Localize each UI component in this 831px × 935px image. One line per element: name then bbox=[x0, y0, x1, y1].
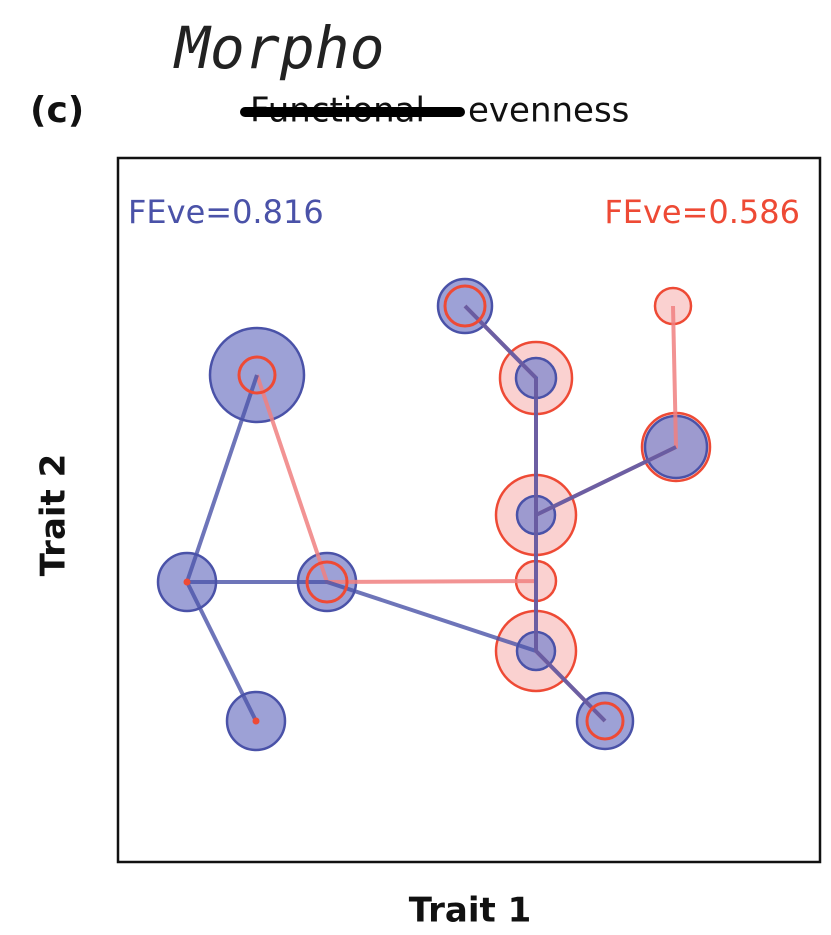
red-index: FEve=0.586 bbox=[604, 193, 800, 231]
title: evenness bbox=[468, 91, 629, 131]
red-tree bbox=[255, 304, 679, 723]
plot-frame bbox=[116, 156, 822, 864]
circles bbox=[156, 277, 712, 752]
blue-index: FEve=0.816 bbox=[128, 193, 324, 231]
handwritten-note: Morpho bbox=[173, 14, 385, 82]
panel-label: (c) bbox=[30, 90, 84, 131]
x-axis-label: Trait 1 bbox=[409, 891, 532, 931]
blue-tree bbox=[184, 304, 677, 723]
red-inner-circles bbox=[183, 284, 625, 741]
y-axis-label: Trait 2 bbox=[34, 454, 74, 577]
